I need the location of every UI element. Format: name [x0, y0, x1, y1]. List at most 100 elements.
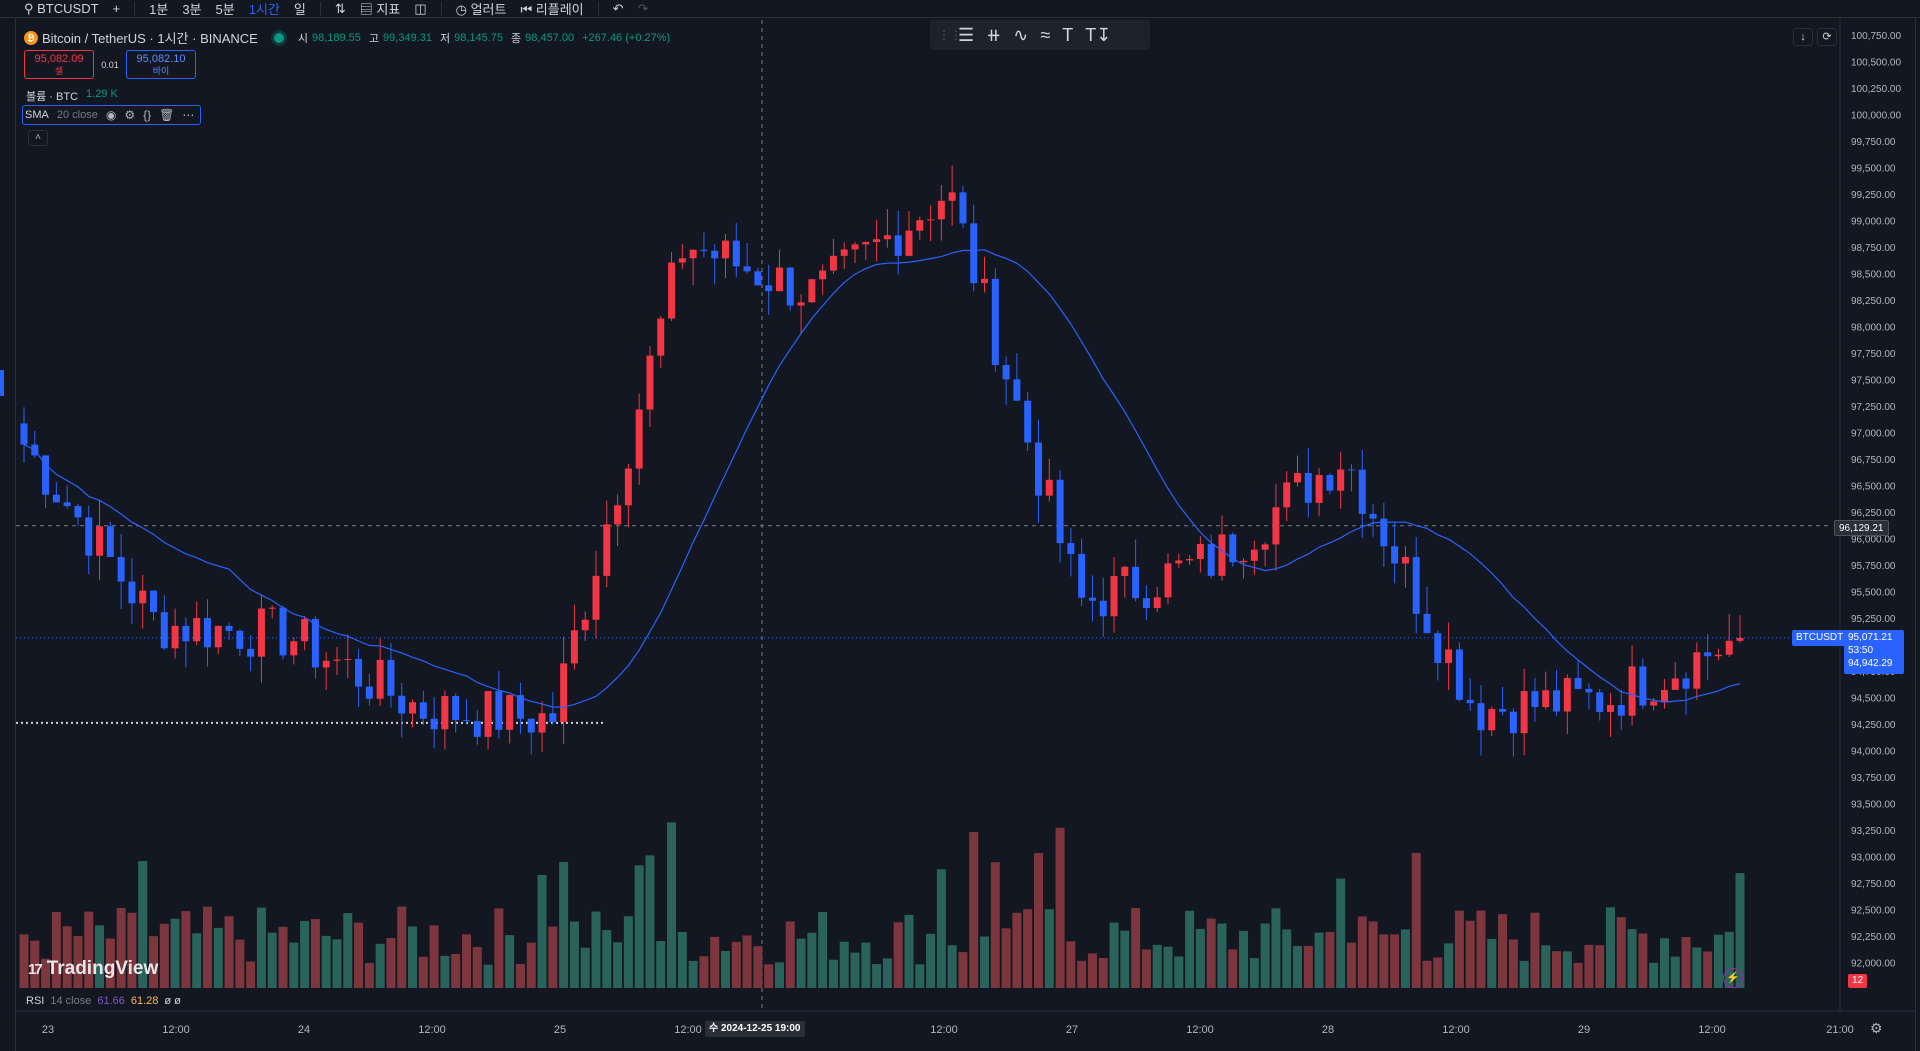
alert-button[interactable]: ◷ 얼러트	[455, 2, 507, 17]
volume-bar	[926, 933, 936, 988]
rsi-legend[interactable]: RSI 14 close 61.66 61.28 ø ø	[26, 995, 181, 1007]
volume-bar	[796, 938, 806, 988]
tradingview-mark-icon: 17	[28, 960, 43, 978]
volume-bar	[559, 862, 569, 988]
volume-bar	[451, 953, 461, 988]
candle-body	[819, 270, 827, 280]
market-status-icon[interactable]	[273, 32, 284, 43]
candle-body	[1347, 469, 1355, 471]
candle-body	[560, 663, 568, 723]
collapse-legend-button[interactable]: ˄	[28, 130, 48, 146]
sell-button[interactable]: 95,082.09 셀	[24, 50, 94, 79]
volume-bar	[440, 955, 450, 988]
candle-body	[1304, 473, 1312, 503]
candle-body	[1380, 518, 1388, 547]
text-icon[interactable]: T	[1062, 24, 1074, 45]
redo-button[interactable]: ↷	[637, 0, 649, 16]
volume-bar	[354, 922, 364, 988]
time-tick-label: 12:00	[418, 1024, 446, 1036]
volume-bar	[1508, 939, 1518, 988]
volume-bar	[1498, 914, 1508, 988]
volume-bar	[1605, 907, 1615, 988]
volume-bar	[1465, 920, 1475, 988]
add-symbol-button[interactable]: +	[112, 1, 121, 16]
volume-bar	[785, 921, 795, 988]
candle-body	[1574, 678, 1582, 689]
candle-body	[128, 581, 136, 604]
volume-bar	[1519, 960, 1529, 988]
notification-badge[interactable]: 12	[1848, 974, 1868, 988]
interval-3m[interactable]: 3분	[182, 2, 202, 17]
arrow-down-icon[interactable]: ↓	[1793, 28, 1813, 46]
candle-body	[668, 262, 676, 319]
volume-bar	[1659, 938, 1669, 988]
candle-body	[452, 696, 460, 721]
settings-icon[interactable]: ⚙	[124, 108, 136, 122]
trash-icon[interactable]: 🗑	[159, 108, 175, 122]
volume-bar	[1077, 960, 1087, 988]
reset-scale-icon[interactable]: ⟳	[1817, 28, 1837, 46]
price-tick-label: 92,250.00	[1851, 932, 1896, 943]
drag-handle-icon[interactable]: ⋮⋮	[938, 28, 962, 42]
volume-bar	[1152, 944, 1162, 988]
candle-body	[991, 278, 999, 366]
candle-body	[1553, 690, 1561, 712]
candle-body	[52, 494, 60, 503]
interval-1h[interactable]: 1시간	[248, 2, 280, 17]
volume-bar	[170, 918, 180, 988]
pattern-icon[interactable]: ∿	[1013, 24, 1029, 45]
chart-type-button[interactable]: ⇅	[334, 0, 346, 16]
lightning-icon[interactable]: ⚡	[1723, 968, 1743, 988]
volume-bar	[246, 961, 256, 988]
left-drawing-toolbar[interactable]	[0, 18, 16, 1051]
symbol-search[interactable]: ⚲ BTCUSDT	[24, 0, 99, 16]
volume-bar	[1713, 934, 1723, 988]
time-tick-label: 24	[298, 1024, 310, 1036]
rsi-value: 61.66	[97, 995, 125, 1007]
price-tick-label: 99,000.00	[1851, 216, 1896, 227]
replay-button[interactable]: ⏮ 리플레이	[520, 2, 584, 17]
price-tick-label: 93,000.00	[1851, 852, 1896, 863]
volume-bar	[1314, 932, 1324, 988]
volume-bar	[1087, 953, 1097, 988]
horizontal-lines-icon[interactable]: ☰	[958, 24, 975, 45]
symbol-tag[interactable]: BTCUSDT	[1792, 630, 1848, 646]
parallel-channel-icon[interactable]: ⧺	[986, 24, 1002, 45]
undo-button[interactable]: ↶	[612, 0, 624, 16]
eye-icon[interactable]: ◉	[105, 108, 117, 122]
candle-body	[797, 302, 805, 306]
volume-legend[interactable]: 볼륨 · BTC 1.29 K	[26, 88, 118, 104]
volume-bar	[1055, 827, 1065, 988]
chart-settings-icon[interactable]: ⚙	[1870, 1020, 1883, 1036]
volume-bar	[418, 956, 428, 988]
candle-body	[182, 625, 190, 642]
sma-legend[interactable]: SMA 20 close ◉ ⚙ {} 🗑 ⋯	[22, 105, 202, 125]
last-price: 95,071.21	[1848, 632, 1893, 643]
interval-5m[interactable]: 5분	[215, 2, 235, 17]
candle-body	[1315, 474, 1323, 503]
candle-body	[322, 660, 330, 668]
volume-bar	[602, 930, 612, 988]
right-widget-bar[interactable]	[1915, 18, 1920, 1051]
volume-bar	[494, 908, 504, 988]
volume-bar	[1649, 962, 1659, 988]
indicators-button[interactable]: ▤ 지표	[359, 2, 401, 17]
volume-bar	[1541, 945, 1551, 988]
interval-1m[interactable]: 1분	[149, 2, 169, 17]
candle-body	[700, 249, 708, 251]
elliott-wave-icon[interactable]: ≈	[1040, 24, 1051, 45]
source-code-icon[interactable]: {}	[143, 108, 152, 122]
volume-bar	[332, 939, 342, 988]
text-annotation-icon[interactable]: T↧	[1085, 24, 1112, 45]
more-icon[interactable]: ⋯	[182, 108, 195, 122]
interval-day[interactable]: 일	[293, 2, 306, 17]
candle-body	[1088, 597, 1096, 601]
candle-body	[657, 318, 665, 356]
templates-button[interactable]: ◫	[414, 0, 427, 16]
candle-body	[1034, 442, 1042, 496]
buy-button[interactable]: 95,082.10 바이	[126, 50, 196, 79]
candle-body	[1121, 566, 1129, 576]
symbol-label: BTCUSDT	[37, 0, 99, 16]
volume-bar	[699, 956, 709, 988]
